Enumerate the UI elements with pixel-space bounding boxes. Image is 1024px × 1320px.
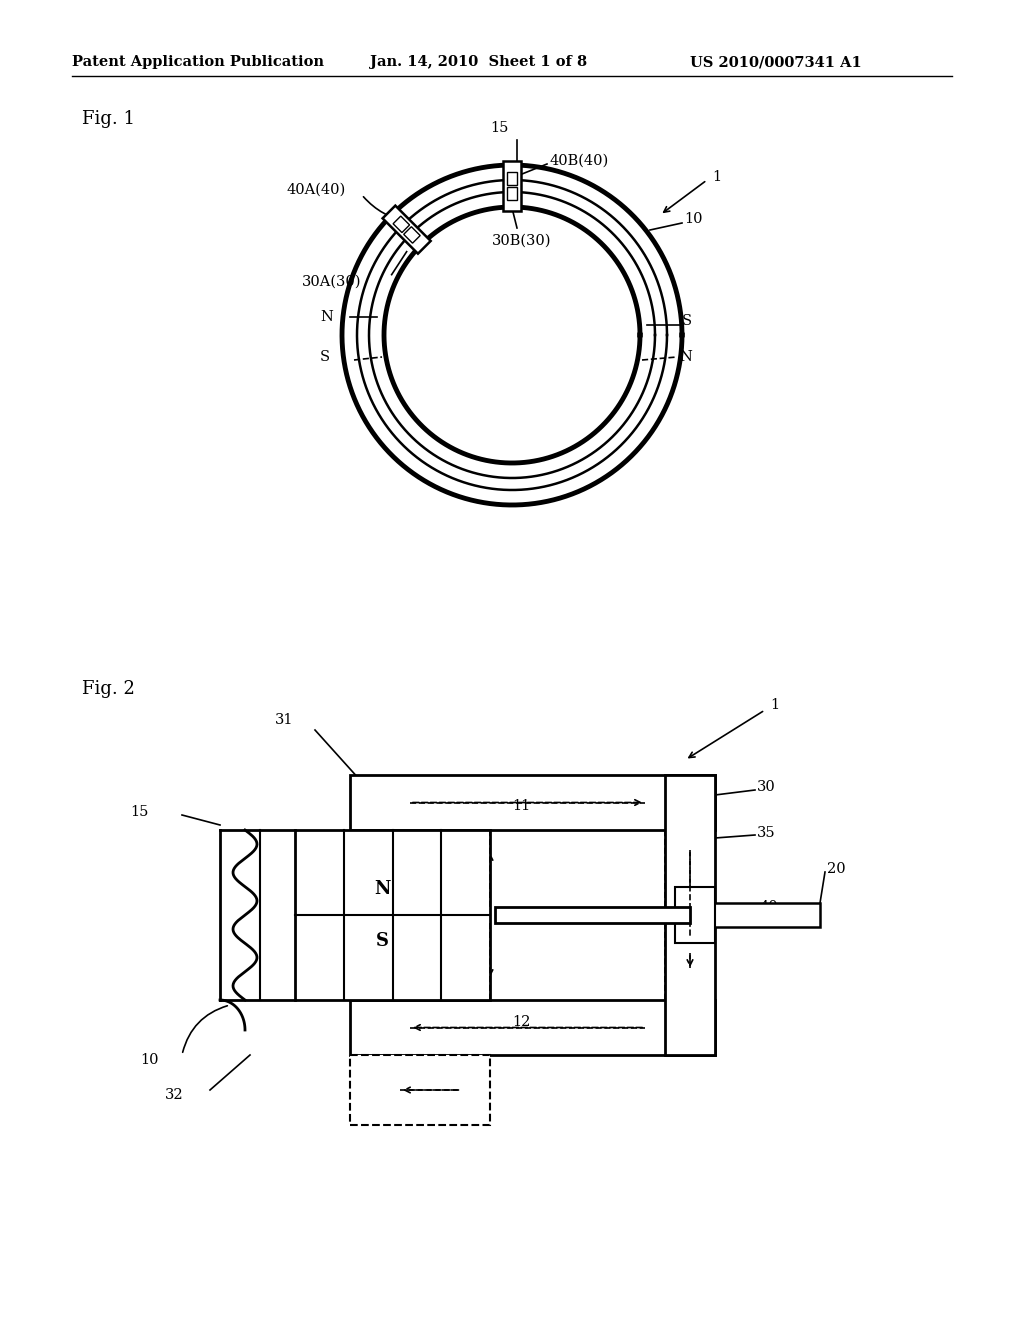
Text: 35: 35 [757, 826, 775, 840]
Text: Patent Application Publication: Patent Application Publication [72, 55, 324, 69]
Text: 40B(40): 40B(40) [549, 154, 608, 168]
Text: 32: 32 [165, 1088, 183, 1102]
Text: 40: 40 [759, 900, 777, 913]
Text: 20: 20 [827, 862, 846, 876]
Text: N: N [679, 350, 692, 364]
Text: N: N [319, 310, 333, 323]
Bar [675, 887, 715, 942]
Bar [350, 1055, 490, 1125]
Text: 12: 12 [512, 1015, 530, 1030]
Bar [695, 903, 820, 927]
Text: 10: 10 [140, 1053, 159, 1067]
Text: N: N [374, 880, 391, 899]
Polygon shape [383, 206, 431, 253]
Text: 1: 1 [712, 170, 721, 183]
Bar [665, 775, 715, 1055]
Text: 11: 11 [512, 799, 530, 813]
Text: US 2010/0007341 A1: US 2010/0007341 A1 [690, 55, 862, 69]
Text: S: S [682, 314, 692, 327]
Text: 15: 15 [130, 805, 148, 818]
Bar [295, 830, 490, 1001]
Text: 1: 1 [770, 698, 779, 711]
Text: Fig. 2: Fig. 2 [82, 680, 135, 698]
Bar [495, 907, 690, 923]
Text: 31: 31 [275, 713, 294, 727]
Text: S: S [319, 350, 330, 364]
Text: Jan. 14, 2010  Sheet 1 of 8: Jan. 14, 2010 Sheet 1 of 8 [370, 55, 587, 69]
Text: 15: 15 [490, 121, 508, 135]
Text: 30A(30): 30A(30) [302, 275, 361, 289]
Text: 10: 10 [684, 213, 702, 226]
Text: 30B(30): 30B(30) [492, 234, 552, 248]
Bar [350, 775, 715, 830]
Text: 30: 30 [757, 780, 776, 795]
Polygon shape [503, 161, 521, 211]
Text: 10A: 10A [410, 1107, 439, 1122]
Text: S: S [376, 932, 389, 949]
Text: Fig. 1: Fig. 1 [82, 110, 135, 128]
Bar [350, 1001, 715, 1055]
Text: 40A(40): 40A(40) [287, 182, 346, 197]
